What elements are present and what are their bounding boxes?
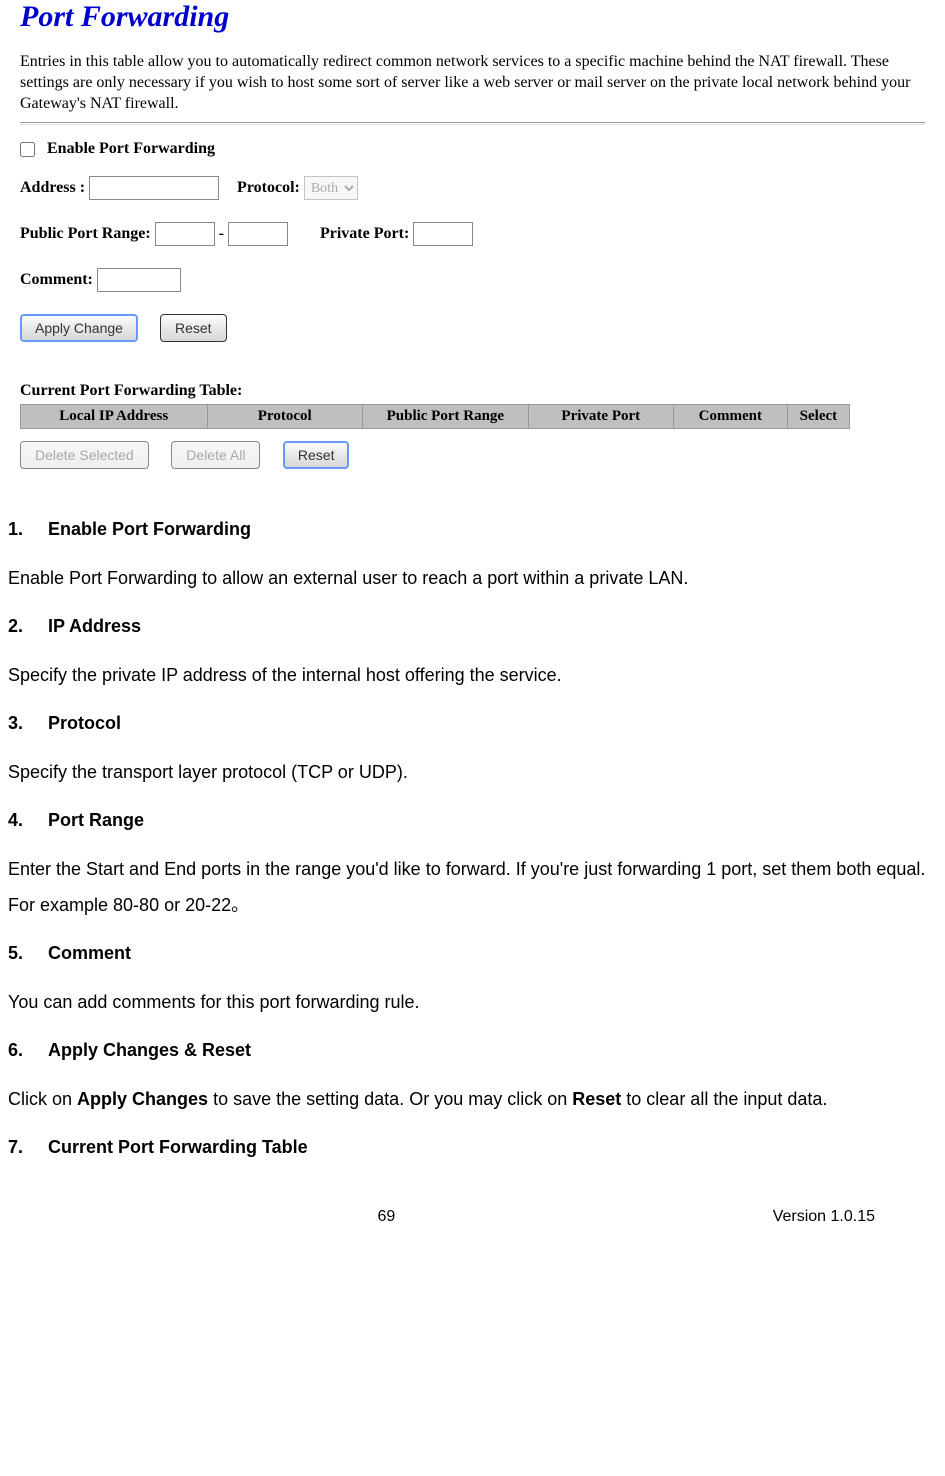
- apply-change-button[interactable]: Apply Change: [20, 314, 138, 342]
- delete-all-button[interactable]: Delete All: [171, 441, 260, 469]
- th-public-port: Public Port Range: [362, 405, 528, 429]
- doc-item-5-body: You can add comments for this port forwa…: [8, 984, 937, 1020]
- reset-button[interactable]: Reset: [160, 314, 227, 342]
- comment-row: Comment:: [20, 268, 925, 292]
- public-port-start-input[interactable]: [155, 222, 215, 246]
- page-number: 69: [377, 1208, 395, 1226]
- version-label: Version 1.0.15: [773, 1208, 875, 1226]
- table-title: Current Port Forwarding Table:: [20, 382, 925, 400]
- doc-section: 1.Enable Port Forwarding Enable Port For…: [0, 519, 945, 1158]
- footer: 69 Version 1.0.15: [0, 1178, 945, 1236]
- reset-button-2[interactable]: Reset: [283, 441, 350, 469]
- page-title: Port Forwarding: [20, 0, 935, 34]
- table-actions: Delete Selected Delete All Reset: [20, 441, 925, 469]
- doc-item-3-title: 3.Protocol: [8, 713, 937, 734]
- doc-item-7-title: 7.Current Port Forwarding Table: [8, 1137, 937, 1158]
- page-description: Entries in this table allow you to autom…: [20, 52, 925, 114]
- doc-item-3-body: Specify the transport layer protocol (TC…: [8, 754, 937, 790]
- doc-item-2-title: 2.IP Address: [8, 616, 937, 637]
- router-ui-screenshot: Port Forwarding Entries in this table al…: [10, 0, 935, 469]
- private-port-label: Private Port:: [320, 225, 409, 243]
- public-port-range-label: Public Port Range:: [20, 225, 151, 243]
- doc-item-4-title: 4.Port Range: [8, 810, 937, 831]
- table-header-row: Local IP Address Protocol Public Port Ra…: [21, 405, 850, 429]
- th-private-port: Private Port: [528, 405, 673, 429]
- public-port-end-input[interactable]: [228, 222, 288, 246]
- doc-item-4-body: Enter the Start and End ports in the ran…: [8, 851, 937, 923]
- enable-label: Enable Port Forwarding: [47, 140, 215, 158]
- protocol-select[interactable]: Both: [304, 176, 358, 200]
- delete-selected-button[interactable]: Delete Selected: [20, 441, 149, 469]
- port-dash: -: [219, 225, 224, 243]
- doc-item-5-title: 5.Comment: [8, 943, 937, 964]
- doc-item-6-body: Click on Apply Changes to save the setti…: [8, 1081, 937, 1117]
- address-input[interactable]: [89, 176, 219, 200]
- enable-checkbox[interactable]: [20, 142, 35, 157]
- forwarding-table: Local IP Address Protocol Public Port Ra…: [20, 404, 850, 429]
- doc-item-1-title: 1.Enable Port Forwarding: [8, 519, 937, 540]
- form-area: Enable Port Forwarding Address : Protoco…: [20, 140, 925, 342]
- th-comment: Comment: [673, 405, 787, 429]
- protocol-label: Protocol:: [237, 179, 300, 197]
- doc-item-1-body: Enable Port Forwarding to allow an exter…: [8, 560, 937, 596]
- th-select: Select: [787, 405, 849, 429]
- enable-row: Enable Port Forwarding: [20, 140, 925, 158]
- address-label: Address :: [20, 179, 85, 197]
- port-row: Public Port Range: - Private Port:: [20, 222, 925, 246]
- comment-input[interactable]: [97, 268, 181, 292]
- doc-item-6-title: 6.Apply Changes & Reset: [8, 1040, 937, 1061]
- doc-item-2-body: Specify the private IP address of the in…: [8, 657, 937, 693]
- private-port-input[interactable]: [413, 222, 473, 246]
- th-protocol: Protocol: [207, 405, 362, 429]
- address-protocol-row: Address : Protocol: Both: [20, 176, 925, 200]
- divider: [20, 122, 925, 124]
- button-row-1: Apply Change Reset: [20, 314, 925, 342]
- th-local-ip: Local IP Address: [21, 405, 208, 429]
- comment-label: Comment:: [20, 271, 93, 289]
